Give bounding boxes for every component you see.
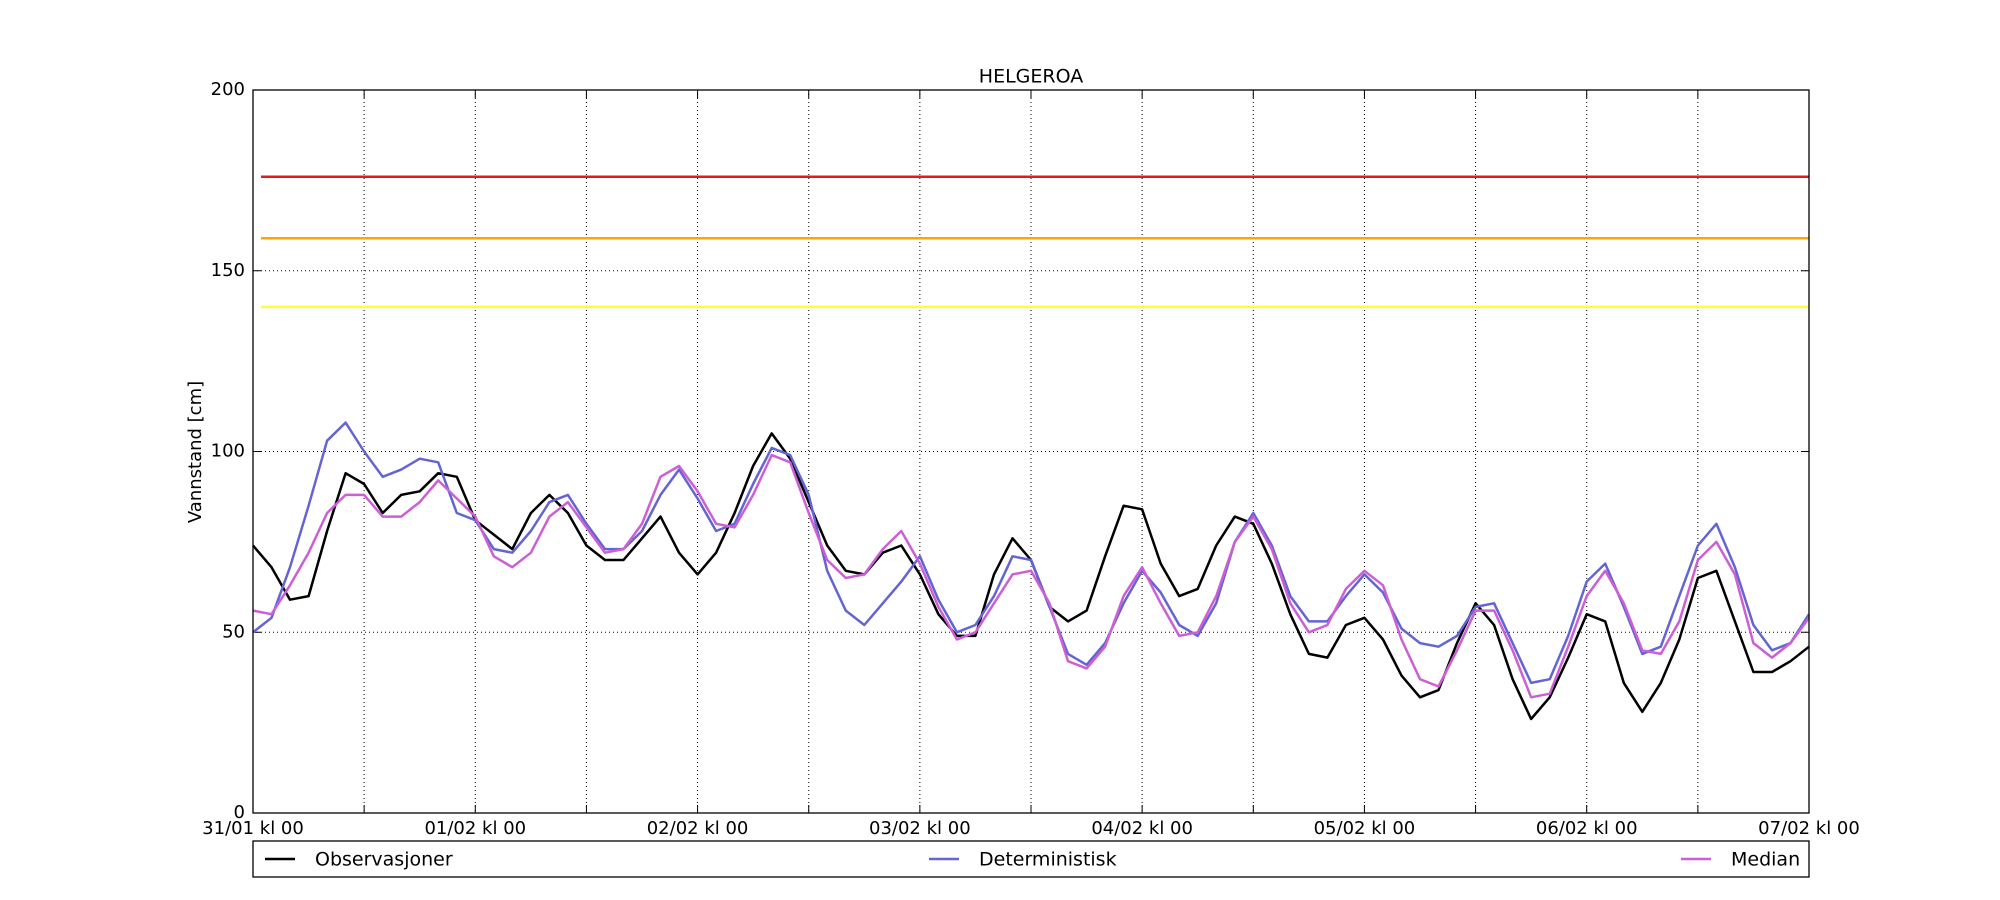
y-tick-label: 0 <box>234 802 245 823</box>
x-tick-label: 05/02 kl 00 <box>1314 818 1416 839</box>
series-line <box>252 421 1811 685</box>
y-tick-label: 100 <box>211 441 245 462</box>
y-tick-label: 50 <box>222 621 245 642</box>
legend-label: Median <box>1731 849 1800 871</box>
x-tick-label: 31/01 kl 00 <box>202 818 304 839</box>
x-tick-label: 04/02 kl 00 <box>1091 818 1193 839</box>
y-axis-label: Vannstand [cm] <box>185 381 206 523</box>
y-tick-label: 200 <box>211 79 245 100</box>
plot-frame <box>252 89 1810 814</box>
x-tick-label: 03/02 kl 00 <box>869 818 971 839</box>
legend-label: Deterministisk <box>979 849 1117 871</box>
series-line <box>252 432 1810 721</box>
legend-label: Observasjoner <box>315 849 453 871</box>
x-tick-label: 02/02 kl 00 <box>647 818 749 839</box>
chart-title: HELGEROA <box>979 66 1083 88</box>
y-tick-label: 150 <box>211 260 245 281</box>
x-tick-label: 06/02 kl 00 <box>1536 818 1638 839</box>
x-tick-label: 01/02 kl 00 <box>424 818 526 839</box>
x-tick-label: 07/02 kl 00 <box>1758 818 1860 839</box>
legend-box <box>252 840 1810 878</box>
series-line <box>252 453 1811 699</box>
